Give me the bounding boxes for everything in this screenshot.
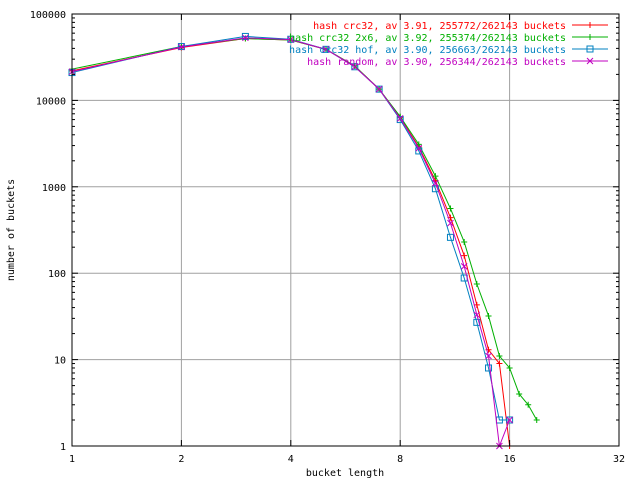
data-point — [586, 57, 594, 65]
x-tick-label: 2 — [178, 454, 184, 465]
plot-frame — [71, 13, 620, 447]
series-line — [71, 38, 538, 421]
data-point — [447, 219, 454, 227]
y-axis-label: number of buckets — [6, 179, 17, 281]
data-point — [587, 22, 593, 28]
legend: hash crc32, av 3.91, 255772/262143 bucke… — [289, 21, 608, 68]
y-tick-label: 1000 — [42, 183, 66, 194]
data-point — [446, 233, 454, 241]
data-point — [506, 364, 513, 371]
data-point — [506, 416, 514, 424]
data-point — [473, 280, 480, 287]
series-line — [71, 37, 511, 447]
data-point — [322, 45, 330, 53]
data-point — [431, 185, 439, 193]
data-point — [432, 173, 439, 180]
series-layer — [68, 32, 540, 450]
grid-lines — [72, 14, 619, 446]
data-point — [473, 311, 481, 319]
data-point — [351, 63, 359, 71]
data-point — [485, 352, 492, 360]
x-tick-label: 1 — [69, 454, 75, 465]
data-point — [525, 401, 532, 408]
x-tick-label: 32 — [613, 454, 625, 465]
x-tick-label: 4 — [288, 454, 294, 465]
data-point — [287, 36, 295, 43]
data-point — [485, 312, 492, 319]
data-point — [496, 353, 503, 360]
data-point — [351, 63, 359, 71]
series-2 — [69, 35, 540, 423]
series-line — [71, 35, 510, 421]
data-point — [587, 34, 593, 40]
data-point — [415, 144, 423, 152]
data-point — [178, 43, 185, 51]
legend-entry-label: hash crc32 hof, av 3.90, 256663/262143 b… — [289, 45, 566, 56]
data-point — [516, 390, 523, 397]
legend-entry-label: hash crc32 2x6, av 3.92, 255374/262143 b… — [289, 33, 566, 44]
data-point — [447, 205, 454, 212]
data-point — [396, 116, 404, 124]
y-tick-label: 1 — [60, 442, 66, 453]
data-point — [586, 45, 594, 53]
x-axis-label: bucket length — [306, 468, 384, 479]
data-point — [496, 360, 503, 367]
data-point — [375, 85, 383, 93]
data-point — [461, 252, 468, 259]
data-point — [432, 179, 439, 187]
tick-layer: 1 2 4 8 16 32 1 10 100 1000 10000 100000 — [30, 10, 625, 465]
series-3 — [68, 32, 514, 424]
series-4 — [68, 34, 513, 450]
data-point — [533, 416, 540, 423]
data-point — [460, 263, 468, 270]
legend-entry-label: hash crc32, av 3.91, 255772/262143 bucke… — [313, 21, 566, 32]
data-point — [485, 364, 493, 372]
data-point — [322, 45, 330, 53]
data-point — [473, 301, 480, 308]
data-point — [506, 416, 513, 424]
legend-entry-label: hash random, av 3.90, 256344/262143 buck… — [307, 57, 566, 68]
data-point — [396, 114, 404, 122]
x-tick-label: 8 — [397, 454, 403, 465]
data-point — [461, 238, 468, 245]
y-tick-label: 10 — [54, 356, 66, 367]
x-tick-label: 16 — [504, 454, 516, 465]
data-point — [473, 318, 481, 326]
data-point — [241, 32, 249, 40]
data-point — [242, 34, 249, 42]
data-point — [375, 85, 383, 93]
y-tick-label: 100000 — [30, 10, 66, 21]
y-tick-label: 100 — [48, 269, 66, 280]
y-tick-label: 10000 — [36, 96, 66, 107]
